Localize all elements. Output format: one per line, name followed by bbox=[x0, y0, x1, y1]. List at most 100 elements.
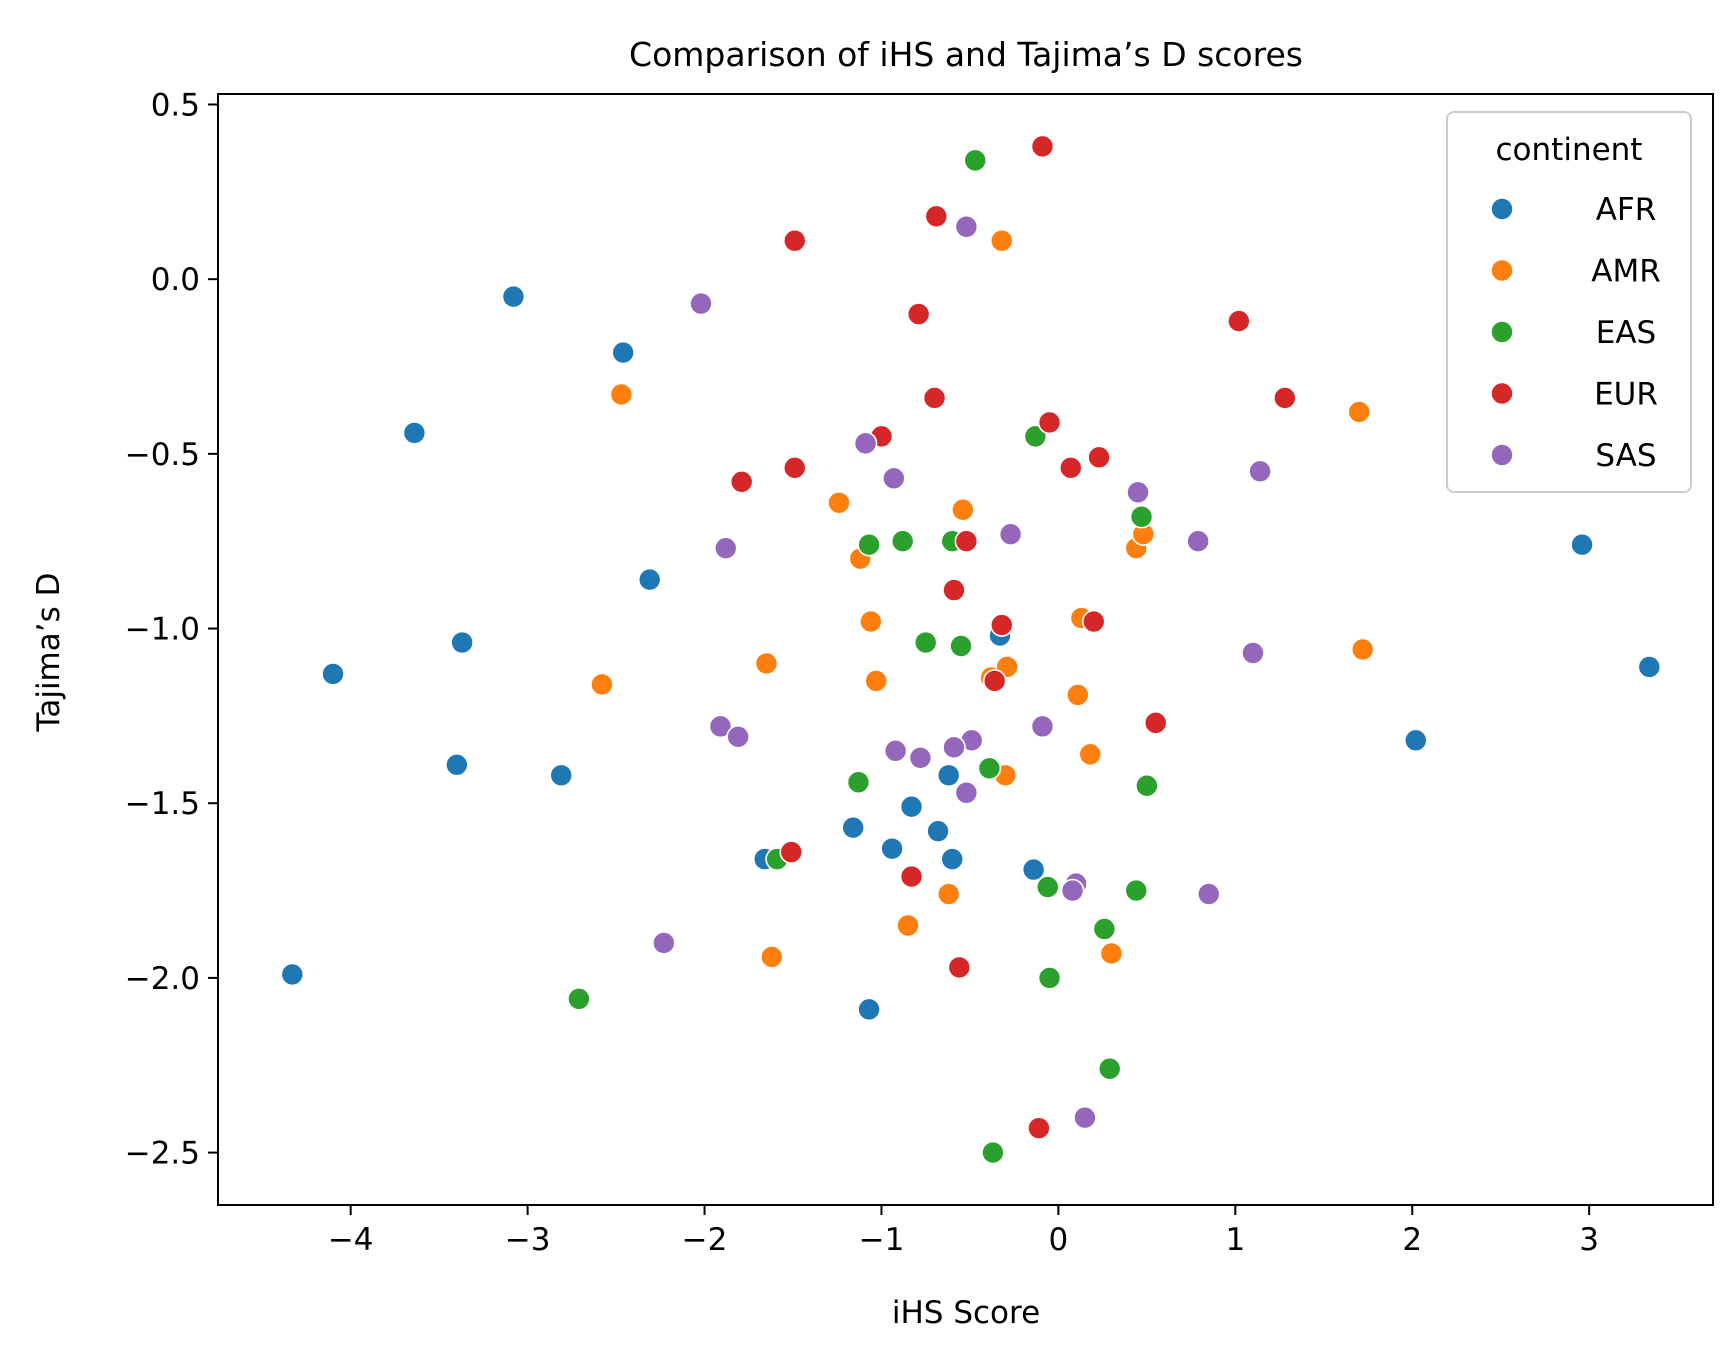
y-tick-label: −0.5 bbox=[125, 437, 200, 473]
data-point-sas bbox=[1030, 714, 1055, 739]
data-point-sas bbox=[1196, 882, 1221, 906]
x-tick-label: −1 bbox=[859, 1222, 905, 1258]
data-point-afr bbox=[549, 763, 574, 788]
legend-frame bbox=[1446, 111, 1692, 493]
legend-item-amr: AMR bbox=[1490, 254, 1661, 290]
legend: continent AFR AMR EAS EUR SAS bbox=[1446, 111, 1692, 493]
legend-marker bbox=[1490, 320, 1514, 344]
data-point-sas bbox=[708, 714, 733, 739]
data-point-afr bbox=[1637, 655, 1662, 679]
data-point-eur bbox=[779, 840, 804, 864]
legend-marker bbox=[1490, 258, 1514, 283]
data-point-amr bbox=[989, 228, 1014, 253]
data-point-eas bbox=[857, 532, 881, 557]
legend-marker bbox=[1490, 197, 1514, 221]
legend-label: EUR bbox=[1594, 377, 1658, 413]
data-point-eur bbox=[1081, 609, 1106, 634]
data-point-eas bbox=[977, 756, 1002, 781]
x-tick-label: 1 bbox=[1225, 1222, 1245, 1258]
data-point-amr bbox=[936, 882, 961, 906]
y-tick-label: −2.5 bbox=[125, 1136, 200, 1172]
legend-label: AFR bbox=[1596, 192, 1657, 228]
data-point-eur bbox=[922, 386, 947, 410]
y-tick-label: −1.5 bbox=[125, 786, 200, 822]
legend-label: EAS bbox=[1596, 315, 1656, 351]
data-point-amr bbox=[1066, 683, 1090, 707]
data-point-eas bbox=[949, 634, 973, 658]
data-point-amr bbox=[1347, 400, 1371, 424]
data-point-eur bbox=[1037, 410, 1062, 435]
data-point-afr bbox=[926, 819, 950, 843]
data-point-sas bbox=[954, 214, 979, 239]
data-point-eur bbox=[782, 456, 807, 480]
data-point-sas bbox=[652, 931, 676, 955]
legend-title: continent bbox=[1496, 132, 1643, 168]
chart-title: Comparison of iHS and Tajima’s D scores bbox=[629, 35, 1303, 74]
data-point-sas bbox=[1248, 459, 1272, 484]
data-point-eur bbox=[906, 302, 931, 326]
data-point-afr bbox=[321, 662, 345, 686]
x-tick-label: −2 bbox=[682, 1222, 728, 1258]
data-point-eur bbox=[729, 470, 754, 494]
data-point-afr bbox=[936, 763, 961, 788]
data-point-sas bbox=[726, 725, 750, 749]
data-point-sas bbox=[853, 431, 878, 456]
data-point-sas bbox=[908, 746, 933, 770]
data-point-amr bbox=[827, 490, 851, 515]
legend-item-eur: EUR bbox=[1490, 377, 1658, 413]
data-point-eas bbox=[913, 630, 938, 655]
data-point-eas bbox=[1037, 966, 1062, 990]
data-point-sas bbox=[1073, 1105, 1097, 1130]
data-point-afr bbox=[611, 340, 635, 365]
data-point-eur bbox=[1087, 445, 1111, 470]
data-point-afr bbox=[280, 962, 305, 987]
data-point-amr bbox=[590, 672, 614, 697]
data-point-eas bbox=[567, 987, 591, 1011]
data-points bbox=[280, 134, 1662, 1165]
data-point-afr bbox=[450, 630, 474, 655]
x-tick-label: −3 bbox=[505, 1222, 551, 1258]
y-tick-label: 0.5 bbox=[151, 87, 200, 123]
legend-label: AMR bbox=[1591, 254, 1661, 290]
data-point-afr bbox=[501, 284, 526, 309]
legend-item-sas: SAS bbox=[1490, 438, 1657, 474]
x-tick-label: 2 bbox=[1402, 1222, 1422, 1258]
data-point-sas bbox=[882, 466, 906, 491]
data-point-eas bbox=[1023, 424, 1048, 449]
data-point-amr bbox=[609, 382, 634, 407]
x-axis-label: iHS Score bbox=[892, 1295, 1040, 1331]
data-point-eur bbox=[1030, 134, 1055, 159]
y-tick-label: −2.0 bbox=[125, 961, 200, 997]
data-point-eur bbox=[1227, 309, 1251, 333]
data-point-afr bbox=[940, 847, 965, 871]
data-point-amr bbox=[759, 945, 784, 969]
x-tick-label: −4 bbox=[328, 1222, 374, 1258]
data-point-eur bbox=[1027, 1116, 1051, 1140]
data-point-sas bbox=[689, 291, 713, 316]
data-point-afr bbox=[880, 836, 904, 861]
data-point-afr bbox=[445, 752, 469, 777]
legend-item-eas: EAS bbox=[1490, 315, 1656, 351]
data-point-eur bbox=[989, 613, 1014, 637]
data-point-amr bbox=[754, 651, 779, 676]
x-tick-label: 3 bbox=[1579, 1222, 1599, 1258]
data-point-afr bbox=[899, 794, 924, 819]
legend-item-afr: AFR bbox=[1490, 192, 1657, 228]
data-point-eur bbox=[942, 578, 966, 602]
data-point-afr bbox=[1403, 728, 1428, 753]
data-point-amr bbox=[896, 913, 920, 938]
legend-marker bbox=[1490, 443, 1514, 467]
data-point-afr bbox=[1570, 532, 1594, 557]
data-point-eas bbox=[1092, 917, 1117, 941]
data-point-afr bbox=[857, 997, 881, 1022]
data-point-eur bbox=[1143, 711, 1168, 735]
data-point-afr bbox=[1021, 857, 1046, 882]
data-point-sas bbox=[1241, 641, 1265, 665]
data-point-eur bbox=[947, 955, 972, 980]
data-point-eas bbox=[1124, 878, 1149, 903]
series-sas bbox=[652, 214, 1272, 1130]
data-point-sas bbox=[998, 522, 1023, 547]
data-point-afr bbox=[637, 567, 662, 592]
data-point-eas bbox=[981, 1140, 1005, 1165]
